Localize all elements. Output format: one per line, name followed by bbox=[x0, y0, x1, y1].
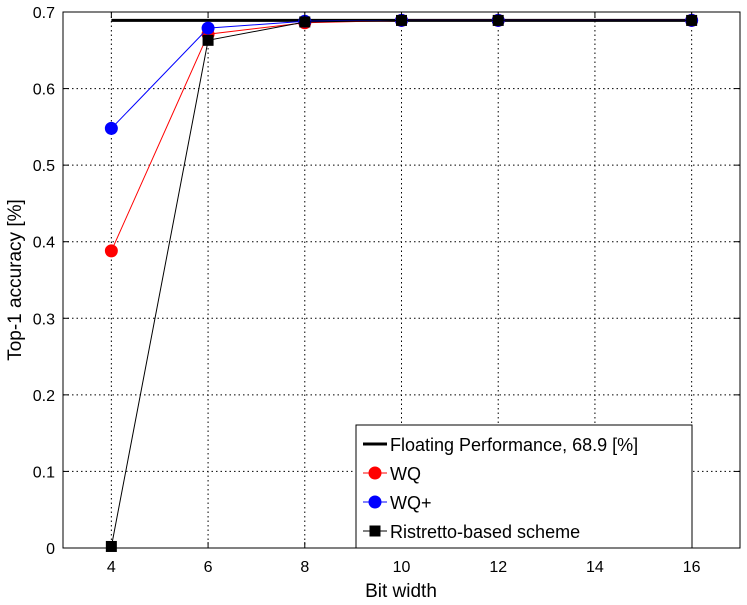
x-tick-label: 8 bbox=[300, 559, 309, 576]
x-tick-label: 16 bbox=[683, 559, 701, 576]
data-point bbox=[104, 244, 118, 258]
data-point bbox=[686, 14, 698, 26]
y-tick-label: 0.3 bbox=[33, 311, 55, 328]
x-tick-label: 14 bbox=[586, 559, 604, 576]
legend-swatch bbox=[369, 525, 381, 537]
legend-box bbox=[355, 424, 693, 549]
y-tick-label: 0 bbox=[46, 541, 55, 558]
legend-swatch bbox=[368, 495, 382, 509]
x-tick-label: 10 bbox=[393, 559, 411, 576]
legend-swatch bbox=[368, 466, 382, 480]
legend: Floating Performance, 68.9 [%] WQ WQ+ Ristr… bbox=[355, 424, 693, 549]
legend-label: WQ+ bbox=[390, 493, 432, 513]
y-tick-label: 0.7 bbox=[33, 5, 55, 22]
data-point bbox=[396, 14, 407, 26]
x-tick-label: 6 bbox=[204, 559, 213, 576]
series-line bbox=[110, 19, 692, 547]
y-tick-label: 0.4 bbox=[33, 235, 55, 252]
y-tick-label: 0.2 bbox=[33, 388, 55, 405]
data-point bbox=[492, 14, 504, 26]
legend-label: WQ bbox=[390, 464, 421, 484]
y-tick-label: 0.6 bbox=[33, 82, 55, 99]
y-tick-label: 0.5 bbox=[33, 158, 55, 175]
x-axis-label: Bit width bbox=[365, 581, 437, 602]
data-point bbox=[201, 21, 215, 35]
x-tick-label: 12 bbox=[489, 559, 507, 576]
y-axis-label: Top-1 accuracy [%] bbox=[5, 199, 26, 361]
data-point bbox=[299, 16, 311, 28]
y-tick-label: 0.1 bbox=[33, 464, 55, 481]
legend-label: Ristretto-based scheme bbox=[390, 522, 580, 542]
x-tick-label: 4 bbox=[107, 559, 116, 576]
data-point bbox=[202, 34, 214, 46]
legend-label: Floating Performance, 68.9 [%] bbox=[390, 435, 638, 455]
data-point bbox=[104, 121, 118, 135]
axis-ticks: 4 6 8 10 12 14 16 0 0.1 0.2 0.3 0.4 0.5 0.6 0.7 bbox=[33, 5, 740, 576]
series-layer bbox=[104, 13, 699, 552]
